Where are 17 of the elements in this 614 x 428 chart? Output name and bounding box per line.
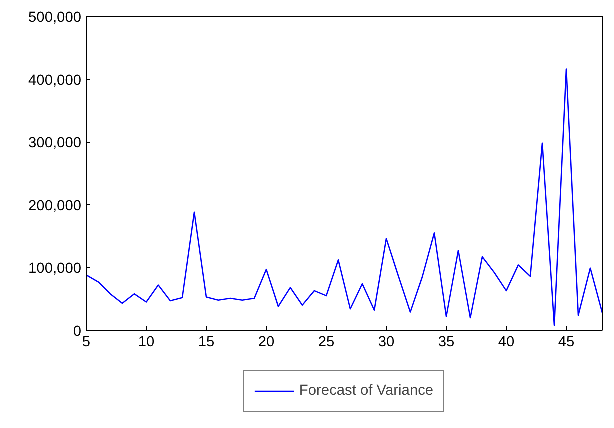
- x-tick-label: 10: [138, 334, 155, 350]
- y-tick-label: 300,000: [28, 136, 82, 152]
- y-tick-label: 0: [73, 324, 82, 340]
- x-tick-label: 25: [318, 334, 335, 350]
- x-tick-label: 15: [198, 334, 215, 350]
- x-tick-label: 40: [498, 334, 515, 350]
- y-tick-label: 200,000: [28, 198, 82, 214]
- y-tick-label: 100,000: [28, 261, 82, 278]
- x-tick-label: 20: [258, 334, 275, 350]
- x-tick-label: 45: [558, 334, 575, 350]
- x-tick-label: 5: [82, 334, 91, 350]
- y-tick-label: 500,000: [28, 10, 82, 26]
- x-tick-label: 35: [438, 334, 455, 350]
- legend-label: Forecast of Variance: [299, 383, 434, 399]
- y-tick-label: 400,000: [28, 72, 82, 89]
- line-series: [86, 68, 602, 326]
- x-tick-label: 30: [378, 334, 395, 350]
